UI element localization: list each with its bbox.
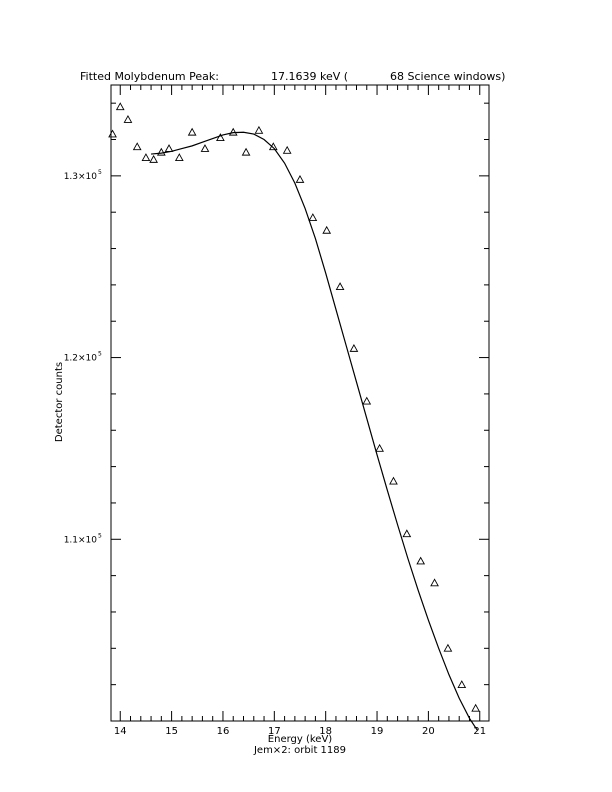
x-axis-ticks [119,85,481,721]
data-point-triangle [416,556,426,565]
y-axis-tick-labels: 1.1×10 51.2×10 51.3×10 5 [64,169,102,545]
data-point-triangle [322,225,332,234]
fit-curve-line [151,131,478,731]
data-point-triangle [268,142,278,151]
data-point-triangle [443,643,453,652]
x-tick-label: 16 [217,726,230,737]
data-points [108,102,481,712]
x-axis-label: Energy (keV) [268,734,333,745]
x-tick-label: 17 [268,726,281,737]
title-part-label: Fitted Molybdenum Peak: [80,70,219,83]
data-point-triangle [430,578,439,587]
x-axis-tick-labels: 14 15 16 17 18 19 20 21 [114,726,486,737]
x-tick-label: 15 [165,726,178,737]
x-tick-label: 18 [319,726,332,737]
x-tick-label: 19 [371,726,384,737]
y-axis-ticks [111,102,489,722]
data-point-triangle [389,476,398,485]
data-point-triangle [282,145,292,154]
y-axis-label: Detector counts [54,362,65,442]
title-part-windows: 68 Science windows) [390,70,505,83]
data-point-triangle [335,282,345,291]
data-point-triangle [241,147,251,156]
title-part-energy: 17.1639 keV ( [271,70,348,83]
data-point-triangle [228,127,238,136]
data-point-triangle [254,125,264,134]
data-point-triangle [149,154,158,163]
x-tick-label: 21 [473,726,486,737]
chart-title: Fitted Molybdenum Peak: 17.1639 keV ( 68… [80,70,505,83]
y-tick-exponent: 5 [98,351,102,358]
data-point-triangle [349,343,359,352]
data-point-triangle [295,174,305,183]
data-point-triangle [187,127,197,136]
data-point-triangle [216,133,225,142]
data-point-triangle [308,213,318,221]
y-tick-label: 1.2×10 [64,354,98,364]
data-point-triangle [457,680,467,688]
data-point-triangle [402,529,412,538]
x-tick-label: 20 [422,726,435,737]
plot-frame [110,84,490,722]
y-tick-label: 1.1×10 [64,535,98,545]
data-point-triangle [132,142,142,151]
data-point-triangle [200,144,210,152]
y-tick-exponent: 5 [98,532,102,539]
data-point-triangle [375,443,384,452]
data-point-triangle [471,703,481,712]
x-tick-label: 14 [114,726,127,737]
y-tick-label: 1.3×10 [64,172,98,182]
y-tick-exponent: 5 [98,169,102,176]
data-point-triangle [362,396,372,405]
data-point-triangle [164,144,174,152]
footer-label: Jem×2: orbit 1189 [253,745,346,756]
data-point-triangle [123,114,133,123]
data-point-triangle [174,153,184,162]
data-point-triangle [141,153,151,162]
data-point-triangle [108,129,117,138]
data-point-triangle [115,102,125,111]
data-point-triangle [156,147,166,156]
